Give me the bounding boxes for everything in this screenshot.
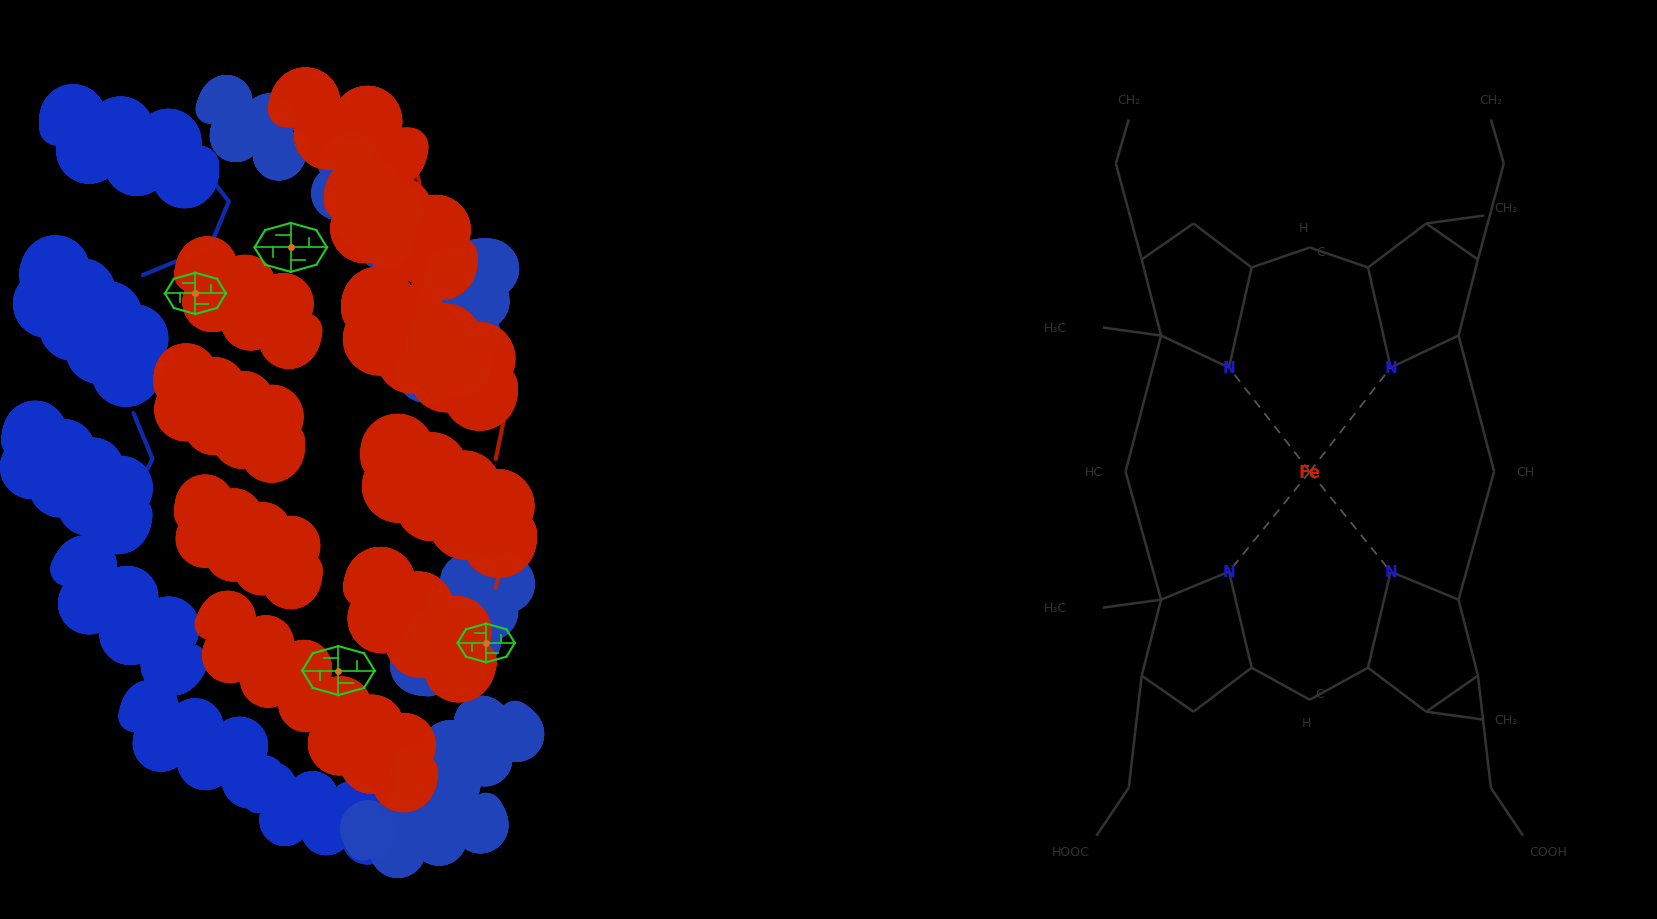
Text: CH₃: CH₃ [1493,713,1516,726]
Text: C: C [1314,687,1322,700]
Text: CH: CH [1516,466,1534,479]
Text: N: N [1221,564,1234,580]
Text: CH₂: CH₂ [1478,94,1501,107]
Text: CH₂: CH₂ [1117,94,1140,107]
Text: Fe: Fe [1297,463,1321,481]
Text: N: N [1384,564,1397,580]
Text: CH₃: CH₃ [1493,202,1516,215]
Text: H₃C: H₃C [1044,602,1067,615]
Text: C: C [1316,245,1324,259]
Text: H: H [1301,716,1311,729]
Text: COOH: COOH [1529,845,1566,858]
Text: N: N [1221,360,1234,376]
Text: HOOC: HOOC [1052,845,1089,858]
Text: H: H [1297,221,1307,234]
Text: H₃C: H₃C [1044,322,1067,335]
Text: HC: HC [1084,466,1102,479]
Text: N: N [1384,360,1397,376]
